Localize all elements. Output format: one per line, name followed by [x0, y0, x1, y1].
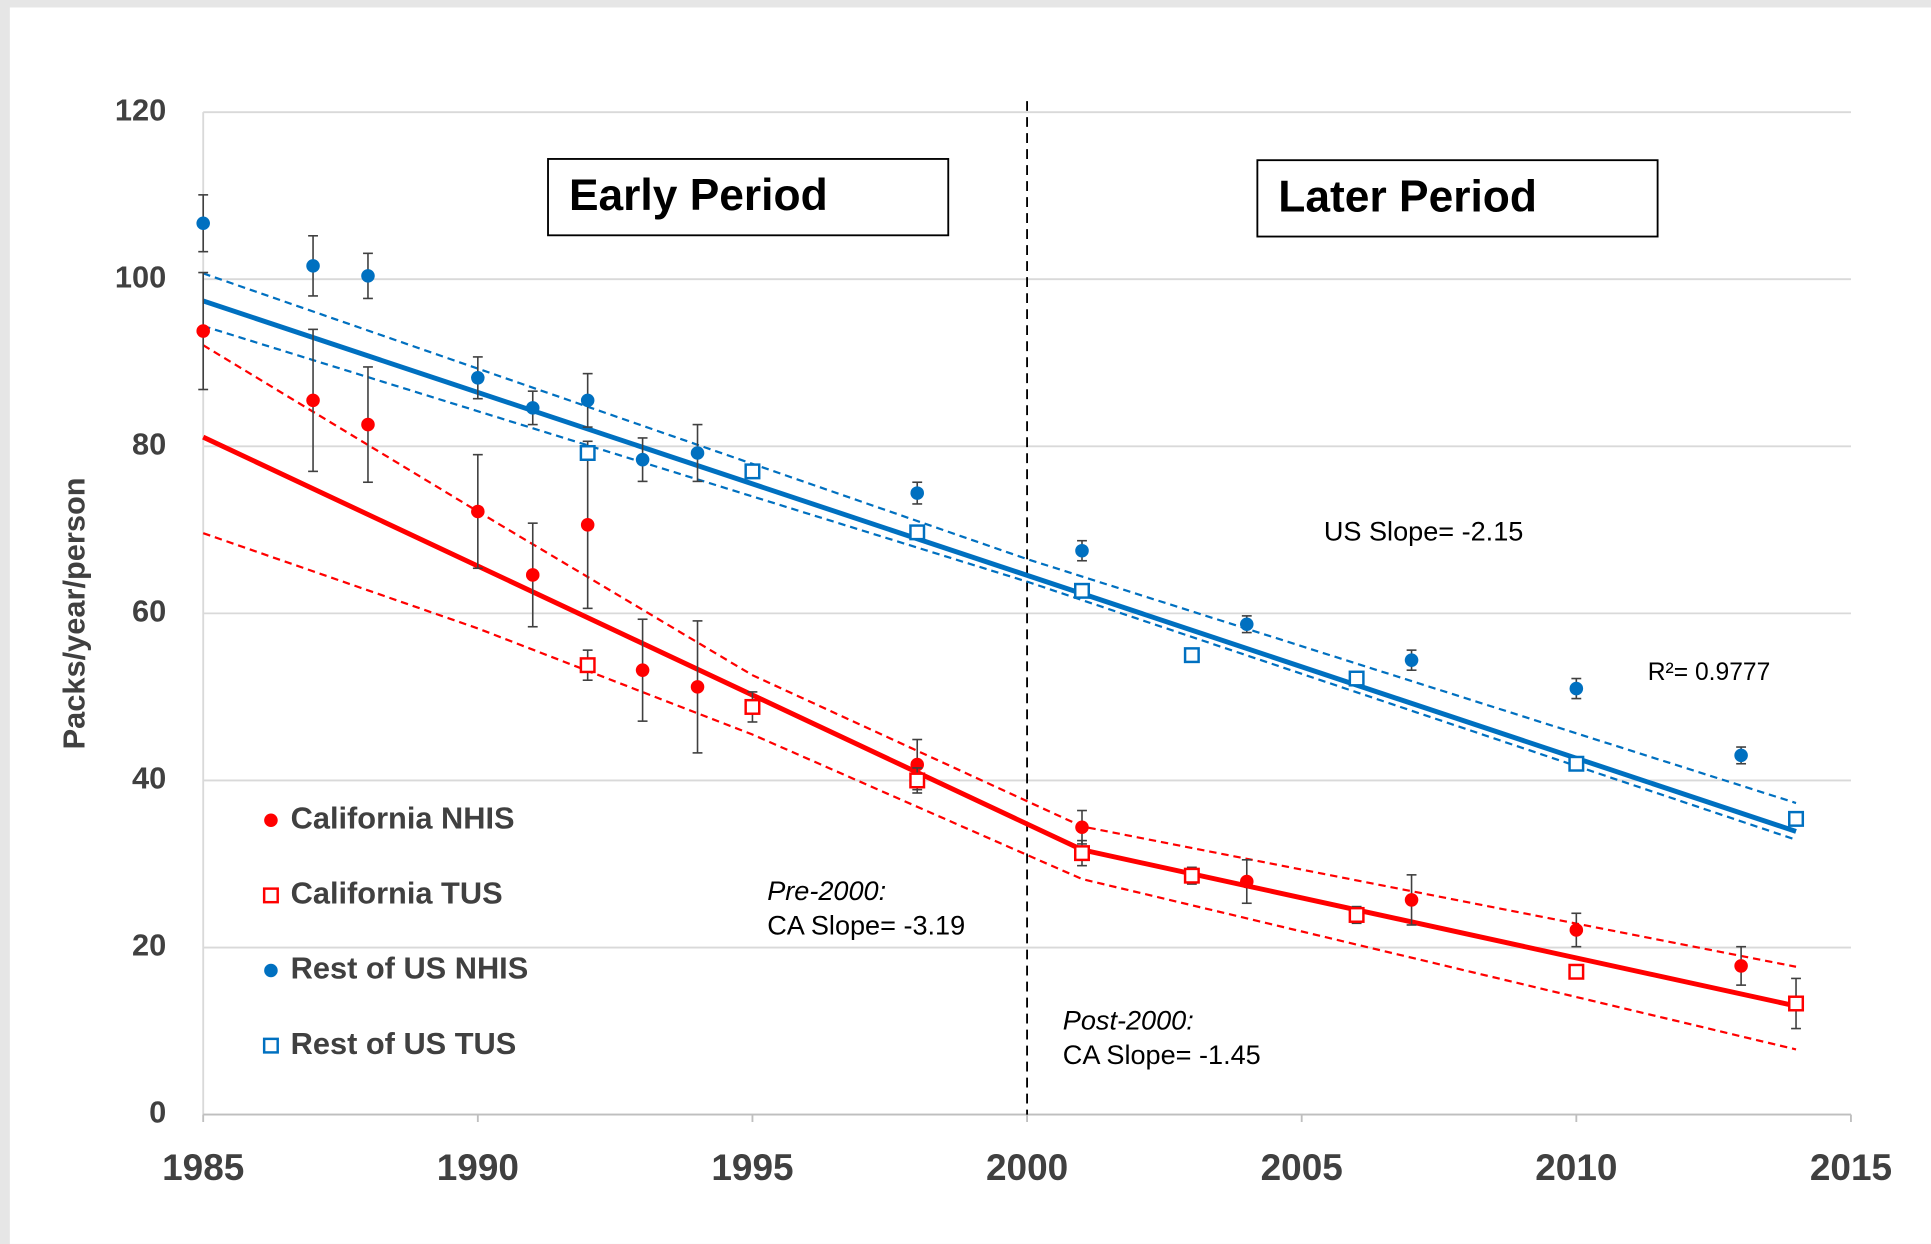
legend-marker: [262, 887, 279, 904]
marker: [525, 568, 540, 582]
marker: [635, 663, 650, 677]
marker: [1404, 893, 1419, 907]
marker: [635, 452, 650, 467]
marker: [1073, 582, 1091, 599]
marker: [580, 518, 595, 532]
legend-marker: [264, 813, 278, 828]
marker: [1073, 845, 1091, 862]
trend-line: [202, 344, 1797, 968]
y-tick-label: 100: [115, 259, 166, 294]
period-box: [1256, 159, 1659, 238]
legend-marker: [264, 963, 278, 978]
x-tick-label: 1990: [437, 1147, 519, 1188]
legend-marker: [262, 1037, 279, 1054]
trend-line: [202, 324, 1797, 841]
marker: [1568, 963, 1585, 980]
y-tick-label: 40: [132, 761, 166, 796]
y-tick-label: 60: [132, 594, 166, 629]
marker: [1240, 617, 1254, 632]
legend-label: Rest of US NHIS: [291, 951, 529, 986]
x-tick-label: 2015: [1810, 1147, 1892, 1188]
marker: [361, 269, 375, 283]
marker: [690, 680, 705, 694]
marker: [744, 463, 761, 480]
marker: [579, 657, 596, 674]
marker: [1404, 653, 1419, 667]
y-tick-label: 20: [132, 928, 166, 963]
marker: [1075, 543, 1089, 558]
marker: [580, 393, 595, 408]
legend-label: California NHIS: [291, 800, 515, 835]
marker: [306, 259, 320, 273]
trend-line: [202, 532, 1797, 1051]
annotation: CA Slope= -1.45: [1063, 1039, 1261, 1070]
marker: [196, 216, 210, 231]
marker: [1569, 681, 1584, 696]
legend-label: Rest of US TUS: [291, 1026, 517, 1061]
x-tick-label: 1995: [711, 1147, 793, 1188]
legend-label: California TUS: [291, 876, 503, 911]
marker: [690, 446, 705, 460]
marker: [909, 772, 926, 789]
marker: [1183, 647, 1200, 664]
trend-line: [202, 272, 1797, 805]
annotation: Pre-2000:: [767, 875, 886, 906]
marker: [471, 504, 485, 519]
trend-line: [202, 298, 1797, 834]
x-tick-label: 2005: [1261, 1147, 1343, 1188]
marker: [579, 444, 596, 461]
marker: [1734, 748, 1748, 763]
marker: [306, 393, 320, 408]
marker: [1348, 670, 1365, 687]
marker: [1348, 906, 1365, 923]
marker: [744, 698, 761, 715]
y-tick-label: 0: [149, 1095, 166, 1130]
period-label: Early Period: [569, 171, 828, 220]
x-tick-label: 2010: [1535, 1147, 1617, 1188]
y-tick-label: 120: [115, 92, 166, 127]
marker: [1734, 959, 1748, 973]
marker: [1183, 867, 1200, 884]
period-label: Later Period: [1278, 172, 1537, 221]
marker: [196, 324, 210, 338]
marker: [909, 524, 926, 541]
annotation: Post-2000:: [1063, 1004, 1194, 1035]
marker: [471, 371, 485, 385]
annotation: R²= 0.9777: [1648, 659, 1771, 686]
marker: [1788, 810, 1805, 827]
marker: [525, 401, 540, 415]
annotation: CA Slope= -3.19: [767, 910, 965, 941]
y-axis-label: Packs/year/person: [56, 477, 91, 749]
marker: [1240, 874, 1254, 889]
period-box: [547, 158, 950, 237]
marker: [1075, 820, 1089, 835]
annotation: US Slope= -2.15: [1324, 515, 1523, 546]
marker: [361, 417, 375, 432]
marker: [1788, 995, 1805, 1012]
marker: [1568, 755, 1585, 772]
x-tick-label: 2000: [986, 1147, 1068, 1188]
x-tick-label: 1985: [162, 1147, 244, 1188]
marker: [910, 486, 924, 500]
y-tick-label: 80: [132, 426, 166, 461]
marker: [1569, 923, 1584, 937]
